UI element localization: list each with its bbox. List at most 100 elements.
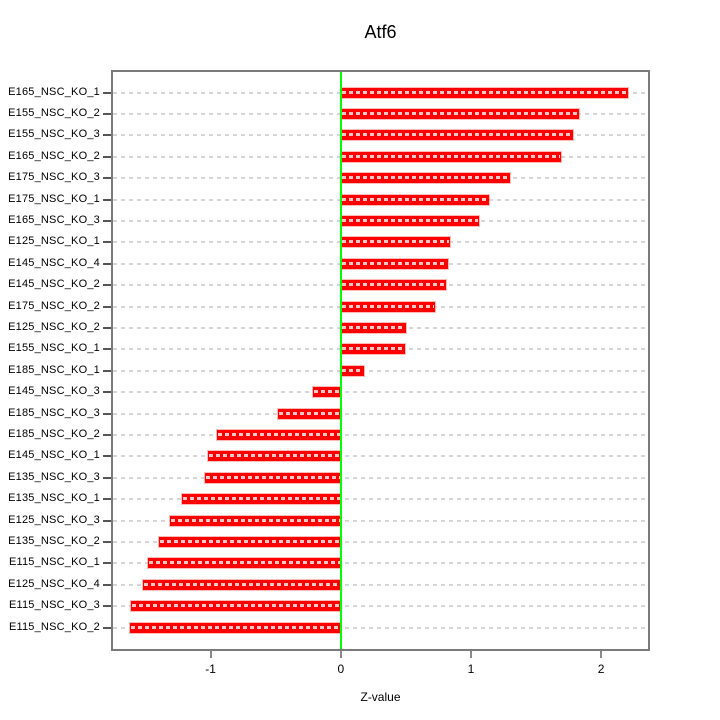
bar — [205, 472, 341, 483]
y-axis-tick — [103, 412, 111, 415]
bar — [131, 601, 341, 612]
bar-dash-pattern — [159, 539, 340, 543]
x-axis-tick — [600, 651, 603, 658]
y-axis-tick — [103, 241, 111, 244]
bar — [340, 322, 406, 333]
x-axis-tick-label: 1 — [467, 662, 475, 676]
x-axis-tick — [469, 651, 472, 658]
bar-dash-pattern — [209, 454, 340, 458]
bar — [340, 87, 629, 98]
grid-line — [113, 412, 648, 415]
chart-title: Atf6 — [364, 22, 397, 42]
bar — [278, 408, 341, 419]
y-axis-label: E185_NSC_KO_1 — [8, 363, 100, 376]
bar-dash-pattern — [218, 432, 340, 436]
bar-dash-pattern — [341, 261, 447, 265]
x-axis-tick-label: 0 — [337, 662, 345, 676]
bar — [340, 365, 365, 376]
bar — [142, 579, 341, 590]
y-axis-label: E115_NSC_KO_1 — [8, 556, 100, 569]
bar — [217, 429, 341, 440]
bar-dash-pattern — [341, 347, 404, 351]
y-axis-tick — [103, 198, 111, 201]
bar — [340, 237, 451, 248]
y-axis-tick — [103, 177, 111, 180]
grid-line — [113, 476, 648, 479]
y-axis-label: E145_NSC_KO_4 — [8, 256, 100, 269]
grid-line — [113, 391, 648, 394]
x-axis-tick-label: -1 — [205, 662, 216, 676]
grid-line — [113, 540, 648, 543]
bar-dash-pattern — [341, 176, 510, 180]
bar — [340, 280, 447, 291]
grid-line — [113, 455, 648, 458]
y-axis-tick — [103, 605, 111, 608]
grid-line — [113, 369, 648, 372]
y-axis-tick — [103, 219, 111, 222]
grid-line — [113, 433, 648, 436]
y-axis-label: E165_NSC_KO_1 — [8, 85, 100, 98]
y-axis-label: E135_NSC_KO_1 — [8, 492, 100, 505]
grid-line — [113, 605, 648, 608]
y-axis-label: E115_NSC_KO_3 — [8, 599, 100, 612]
bar-dash-pattern — [130, 625, 340, 629]
y-axis-tick — [103, 519, 111, 522]
bar-dash-pattern — [341, 154, 560, 158]
bar-dash-pattern — [132, 604, 340, 608]
bar — [340, 258, 448, 269]
bar — [208, 451, 341, 462]
y-axis-tick — [103, 284, 111, 287]
bar-dash-pattern — [279, 411, 340, 415]
grid-line — [113, 519, 648, 522]
bar — [129, 622, 341, 633]
y-axis-tick — [103, 476, 111, 479]
y-axis-label: E185_NSC_KO_2 — [8, 427, 100, 440]
y-axis-tick — [103, 433, 111, 436]
bar — [340, 108, 579, 119]
y-axis-tick — [103, 369, 111, 372]
y-axis-label: E135_NSC_KO_3 — [8, 470, 100, 483]
y-axis-label: E175_NSC_KO_1 — [8, 192, 100, 205]
bar — [170, 515, 341, 526]
y-axis-tick — [103, 626, 111, 629]
bar — [181, 494, 341, 505]
y-axis-label: E115_NSC_KO_2 — [8, 620, 100, 633]
y-axis-tick — [103, 91, 111, 94]
y-axis-label: E175_NSC_KO_3 — [8, 171, 100, 184]
y-axis-label: E135_NSC_KO_2 — [8, 534, 100, 547]
bar — [340, 301, 435, 312]
x-axis-tick — [339, 651, 342, 658]
y-axis-tick — [103, 326, 111, 329]
y-axis-tick — [103, 562, 111, 565]
bar — [313, 387, 341, 398]
grid-line — [113, 583, 648, 586]
bar-dash-pattern — [171, 518, 340, 522]
bar-dash-pattern — [341, 240, 450, 244]
y-axis-tick — [103, 262, 111, 265]
y-axis-label: E155_NSC_KO_2 — [8, 106, 100, 119]
bar — [340, 130, 573, 141]
x-axis-tick — [209, 651, 212, 658]
y-axis-label: E165_NSC_KO_3 — [8, 213, 100, 226]
bar — [340, 194, 490, 205]
bar-dash-pattern — [341, 218, 478, 222]
y-axis-tick — [103, 348, 111, 351]
y-axis-label: E185_NSC_KO_3 — [8, 406, 100, 419]
grid-line — [113, 562, 648, 565]
y-axis-tick — [103, 112, 111, 115]
bar-dash-pattern — [182, 497, 340, 501]
bar-dash-pattern — [314, 390, 340, 394]
y-axis-label: E125_NSC_KO_3 — [8, 513, 100, 526]
y-axis-label: E145_NSC_KO_1 — [8, 449, 100, 462]
y-axis-label: E125_NSC_KO_2 — [8, 320, 100, 333]
y-axis-label: E155_NSC_KO_1 — [8, 342, 100, 355]
y-axis-label: E145_NSC_KO_3 — [8, 385, 100, 398]
bar — [340, 151, 561, 162]
bar-dash-pattern — [143, 582, 340, 586]
x-axis-title: Z-value — [360, 690, 401, 704]
y-axis-label: E175_NSC_KO_2 — [8, 299, 100, 312]
bar-dash-pattern — [341, 368, 364, 372]
y-axis-tick — [103, 455, 111, 458]
bar-dash-pattern — [341, 304, 434, 308]
